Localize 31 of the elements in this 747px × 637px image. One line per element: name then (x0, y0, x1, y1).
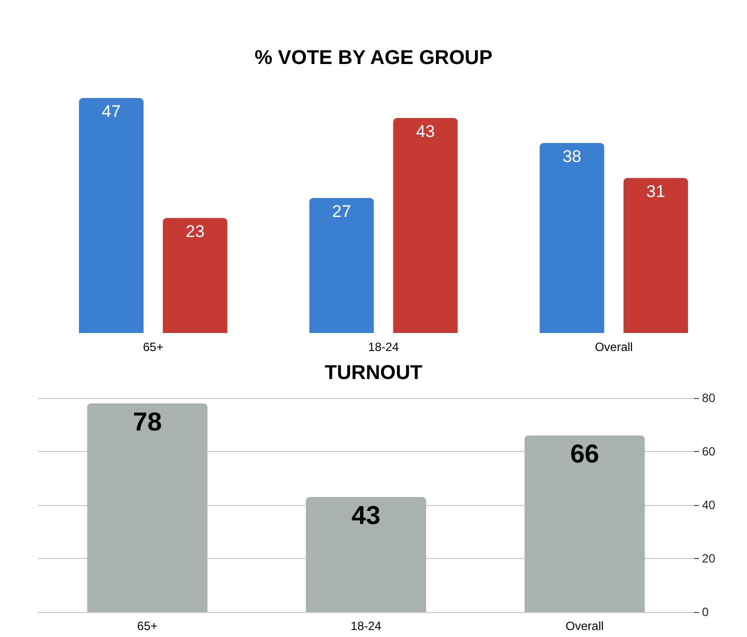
bar (87, 403, 208, 612)
x-tick-label: Overall (594, 340, 633, 354)
bar (540, 143, 604, 333)
bar (162, 218, 228, 333)
y-tick-label: 40 (702, 498, 716, 512)
data-label: 31 (646, 182, 666, 201)
bar (79, 98, 144, 333)
x-tick-label: 18-24 (350, 619, 382, 633)
data-label: 43 (352, 500, 380, 530)
data-label: 38 (562, 147, 582, 166)
chart-title: % VOTE BY AGE GROUP (254, 47, 492, 69)
y-tick-label: 80 (702, 391, 716, 405)
data-label: 78 (132, 406, 162, 436)
data-label: 47 (102, 102, 121, 121)
x-tick-label: 65+ (137, 619, 158, 633)
bar (393, 118, 458, 333)
bar (306, 496, 426, 612)
y-tick-label: 0 (702, 605, 709, 619)
data-label: 27 (332, 202, 352, 221)
bar (524, 435, 645, 612)
data-label: 66 (570, 438, 600, 468)
bar (624, 178, 688, 333)
x-tick-label: 18-24 (368, 340, 400, 354)
bar (309, 198, 374, 333)
x-tick-label: Overall (566, 619, 604, 633)
data-label: 43 (416, 122, 435, 141)
chart-title: TURNOUT (324, 362, 422, 384)
data-label: 23 (186, 222, 205, 241)
y-tick-label: 60 (702, 444, 716, 458)
y-tick-label: 20 (702, 552, 716, 566)
x-tick-label: 65+ (142, 340, 164, 354)
